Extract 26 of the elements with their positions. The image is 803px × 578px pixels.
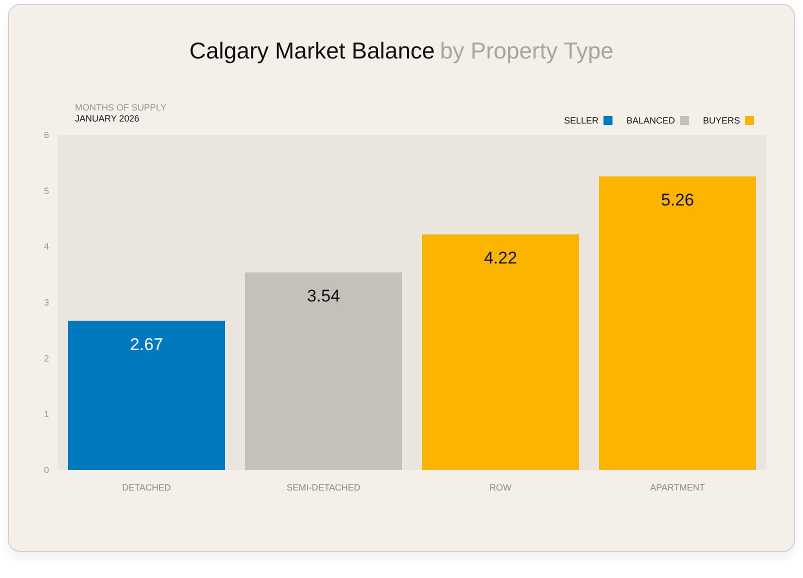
data-label: 2.67	[130, 334, 164, 354]
y-tick-label: 6	[44, 130, 49, 140]
legend-label: SELLER	[564, 116, 599, 126]
y-tick-label: 0	[44, 465, 49, 475]
x-tick-label: DETACHED	[122, 482, 172, 492]
bar	[599, 176, 756, 470]
y-tick-label: 2	[44, 353, 49, 364]
bar	[68, 320, 225, 470]
text: JANUARY 2026	[75, 114, 140, 124]
y-tick-label: 5	[44, 186, 49, 196]
legend-label: BUYERS	[702, 116, 740, 126]
y-tick-label: 4	[44, 242, 49, 252]
chart-subtitle: by Property Type	[440, 38, 614, 64]
y-tick-label: 3	[44, 298, 49, 308]
data-label: 3.54	[306, 286, 340, 306]
x-tick-label: SEMI-DETACHED	[286, 482, 361, 492]
y-axis-title: MONTHS OF SUPPLY	[75, 102, 166, 112]
data-label: 5.26	[660, 190, 694, 210]
x-tick-label: APARTMENT	[650, 482, 706, 492]
x-tick-label: ROW	[490, 482, 512, 492]
chart-title: Calgary Market Balance	[189, 38, 435, 64]
data-label: 4.22	[484, 248, 518, 268]
bar	[422, 234, 579, 470]
legend-label: BALANCED	[626, 116, 676, 126]
bar	[245, 272, 402, 470]
y-tick-label: 1	[44, 409, 49, 420]
